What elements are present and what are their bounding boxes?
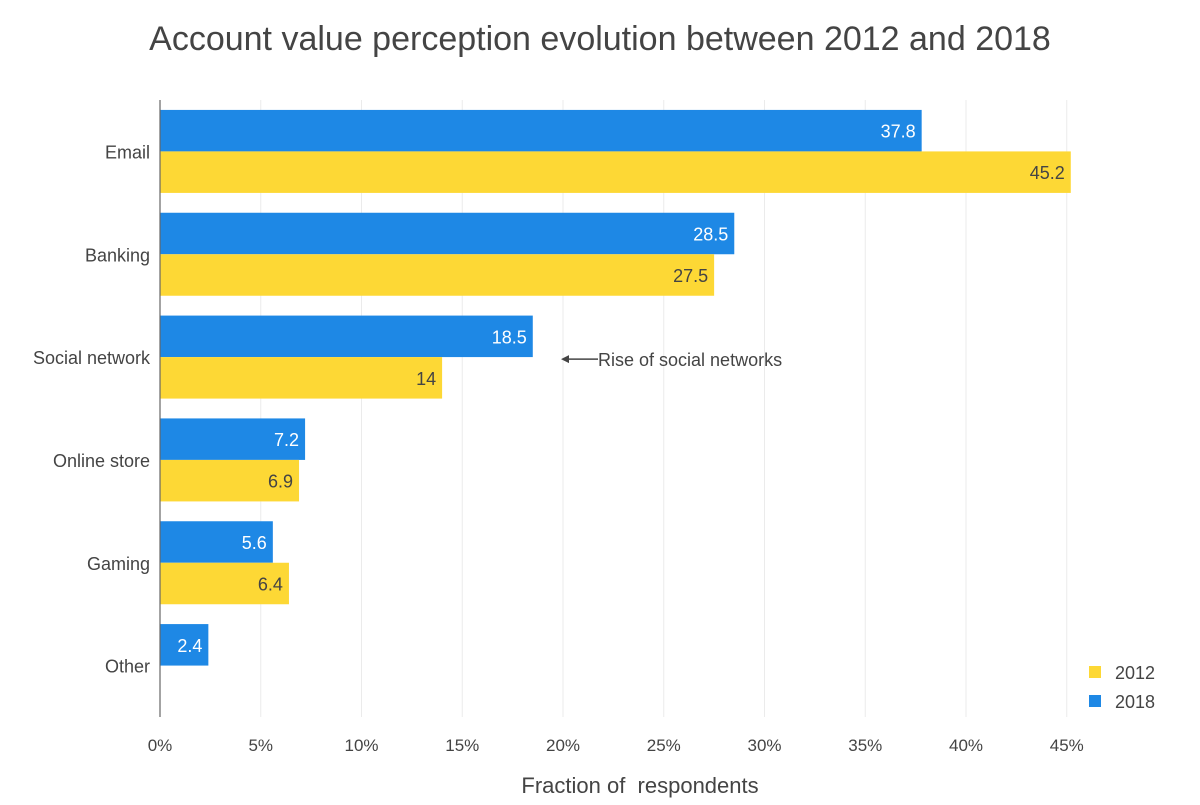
bar-2012 bbox=[160, 254, 715, 296]
category-label: Banking bbox=[85, 245, 150, 265]
gridlines bbox=[260, 100, 1068, 717]
bar-2018 bbox=[160, 315, 533, 358]
x-tick-label: 0% bbox=[148, 736, 173, 755]
category-label: Email bbox=[105, 142, 150, 162]
category-label: Gaming bbox=[87, 554, 150, 574]
x-tick-label: 35% bbox=[848, 736, 882, 755]
category-labels: Email Banking Social network Online store Ga… bbox=[33, 142, 151, 676]
arrow-head-icon bbox=[561, 355, 569, 364]
bar-2018 bbox=[160, 624, 209, 666]
bar-2018 bbox=[160, 418, 306, 460]
data-label: 27.5 bbox=[673, 266, 708, 286]
category-label: Other bbox=[105, 657, 150, 677]
x-tick-label: 30% bbox=[747, 736, 781, 755]
chart-title: Account value perception evolution betwe… bbox=[149, 20, 1051, 58]
bar-2018 bbox=[160, 521, 273, 563]
legend: 2012 2018 bbox=[1089, 663, 1155, 712]
x-axis-label: Fraction of respondents bbox=[521, 773, 758, 798]
data-label: 18.5 bbox=[492, 327, 527, 347]
x-tick-label: 25% bbox=[647, 736, 681, 755]
bar-2012 bbox=[160, 562, 289, 605]
data-label: 37.8 bbox=[881, 122, 916, 142]
category-label: Online store bbox=[53, 451, 150, 471]
bar-2012 bbox=[160, 459, 300, 502]
bars: 37.8 45.2 28.5 27.5 18.5 14 7.2 6.9 5.6 6.4 2.4 bbox=[160, 109, 1071, 666]
x-tick-label: 20% bbox=[546, 736, 580, 755]
data-label: 5.6 bbox=[242, 533, 267, 553]
data-label: 14 bbox=[416, 369, 436, 389]
annotation-text: Rise of social networks bbox=[598, 350, 782, 370]
x-tick-label: 5% bbox=[248, 736, 273, 755]
bar-2012 bbox=[160, 357, 443, 399]
x-tick-label: 15% bbox=[445, 736, 479, 755]
legend-swatch-2012 bbox=[1089, 666, 1101, 678]
x-tick-label: 45% bbox=[1050, 736, 1084, 755]
legend-label: 2012 bbox=[1115, 663, 1155, 683]
x-tick-label: 40% bbox=[949, 736, 983, 755]
data-label: 45.2 bbox=[1030, 163, 1065, 183]
data-label: 2.4 bbox=[177, 636, 202, 656]
legend-label: 2018 bbox=[1115, 692, 1155, 712]
bar-2018 bbox=[160, 212, 735, 255]
bar-2018 bbox=[160, 109, 922, 152]
data-label: 28.5 bbox=[693, 225, 728, 245]
x-tick-label: 10% bbox=[344, 736, 378, 755]
data-label: 6.4 bbox=[258, 575, 283, 595]
annotation: Rise of social networks bbox=[561, 350, 782, 370]
legend-swatch-2018 bbox=[1089, 695, 1101, 707]
category-label: Social network bbox=[33, 348, 151, 368]
data-label: 7.2 bbox=[274, 430, 299, 450]
bar-2012 bbox=[160, 151, 1071, 193]
x-tick-labels: 0% 5% 10% 15% 20% 25% 30% 35% 40% 45% bbox=[148, 736, 1084, 755]
data-label: 6.9 bbox=[268, 472, 293, 492]
